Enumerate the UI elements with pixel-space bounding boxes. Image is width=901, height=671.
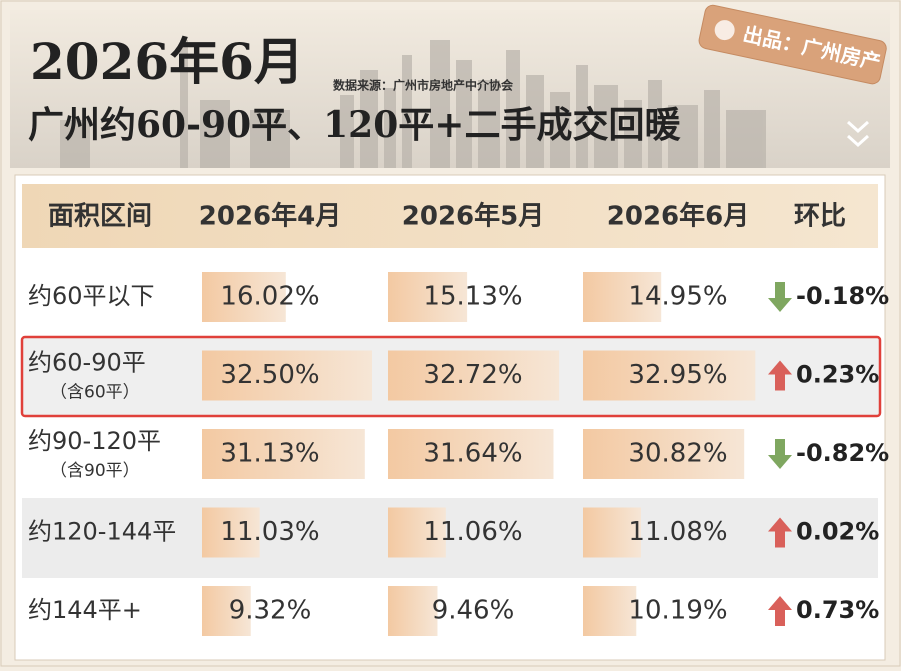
column-header: 2026年4月 (199, 201, 341, 232)
value-label: 11.03% (220, 517, 319, 547)
skyline (60, 40, 766, 168)
area-label: 约120-144平 (28, 518, 176, 546)
value-label: 9.32% (229, 596, 312, 626)
value-label: 14.95% (628, 282, 727, 312)
value-label: 11.08% (628, 517, 727, 547)
subtitle: 广州约60-90平、120平+二手成交回暖 (28, 104, 681, 146)
bar (202, 429, 365, 479)
column-header: 2026年6月 (607, 201, 749, 232)
bar (388, 429, 554, 479)
value-label: 30.82% (628, 439, 727, 469)
area-label: 约60平以下 (28, 282, 155, 310)
title: 2026年6月 (30, 32, 304, 91)
area-note: （含60平） (50, 383, 140, 403)
bar (388, 586, 438, 636)
bar (583, 350, 756, 401)
value-label: 11.06% (423, 517, 522, 547)
bar (388, 272, 468, 322)
area-label: 约144平+ (28, 596, 142, 624)
bar (388, 350, 560, 401)
badge-bg (698, 4, 887, 85)
trend-arrow (768, 439, 792, 469)
bar (202, 586, 251, 636)
value-label: 16.02% (220, 282, 319, 312)
value-label: 15.13% (423, 282, 522, 312)
chevron (846, 120, 870, 148)
value-label: 32.95% (628, 360, 727, 390)
bar (583, 429, 745, 479)
value-label: 32.50% (220, 360, 319, 390)
header-row (22, 184, 878, 248)
change-label: 0.23% (796, 361, 879, 389)
change-label: 0.73% (796, 596, 879, 624)
value-label: 10.19% (628, 596, 727, 626)
bar (583, 272, 662, 322)
value-label: 31.64% (423, 439, 522, 469)
badge-icon (714, 20, 735, 41)
trend-arrow (768, 596, 792, 626)
bar (202, 272, 286, 322)
bar (583, 586, 637, 636)
column-header: 面积区间 (48, 202, 152, 232)
change-label: 0.02% (796, 518, 879, 546)
change-label: -0.18% (796, 282, 889, 310)
value-label: 9.46% (432, 596, 515, 626)
trend-arrow (768, 360, 792, 391)
value-label: 31.13% (220, 439, 319, 469)
area-label: 约90-120平 (28, 427, 161, 455)
source: 数据来源：广州市房地产中介协会 (333, 78, 514, 93)
change-label: -0.82% (796, 439, 889, 467)
area-note: （含90平） (50, 461, 140, 481)
trend-arrow (768, 282, 792, 312)
bar (583, 507, 641, 558)
column-header: 环比 (794, 202, 846, 232)
table-bg (14, 174, 886, 661)
column-header: 2026年5月 (402, 201, 544, 232)
bar (388, 507, 446, 558)
bar (202, 507, 260, 558)
trend-arrow (768, 517, 792, 548)
area-label: 约60-90平 (28, 349, 146, 377)
value-label: 32.72% (423, 360, 522, 390)
bar (202, 350, 372, 401)
row-bg (22, 498, 878, 578)
